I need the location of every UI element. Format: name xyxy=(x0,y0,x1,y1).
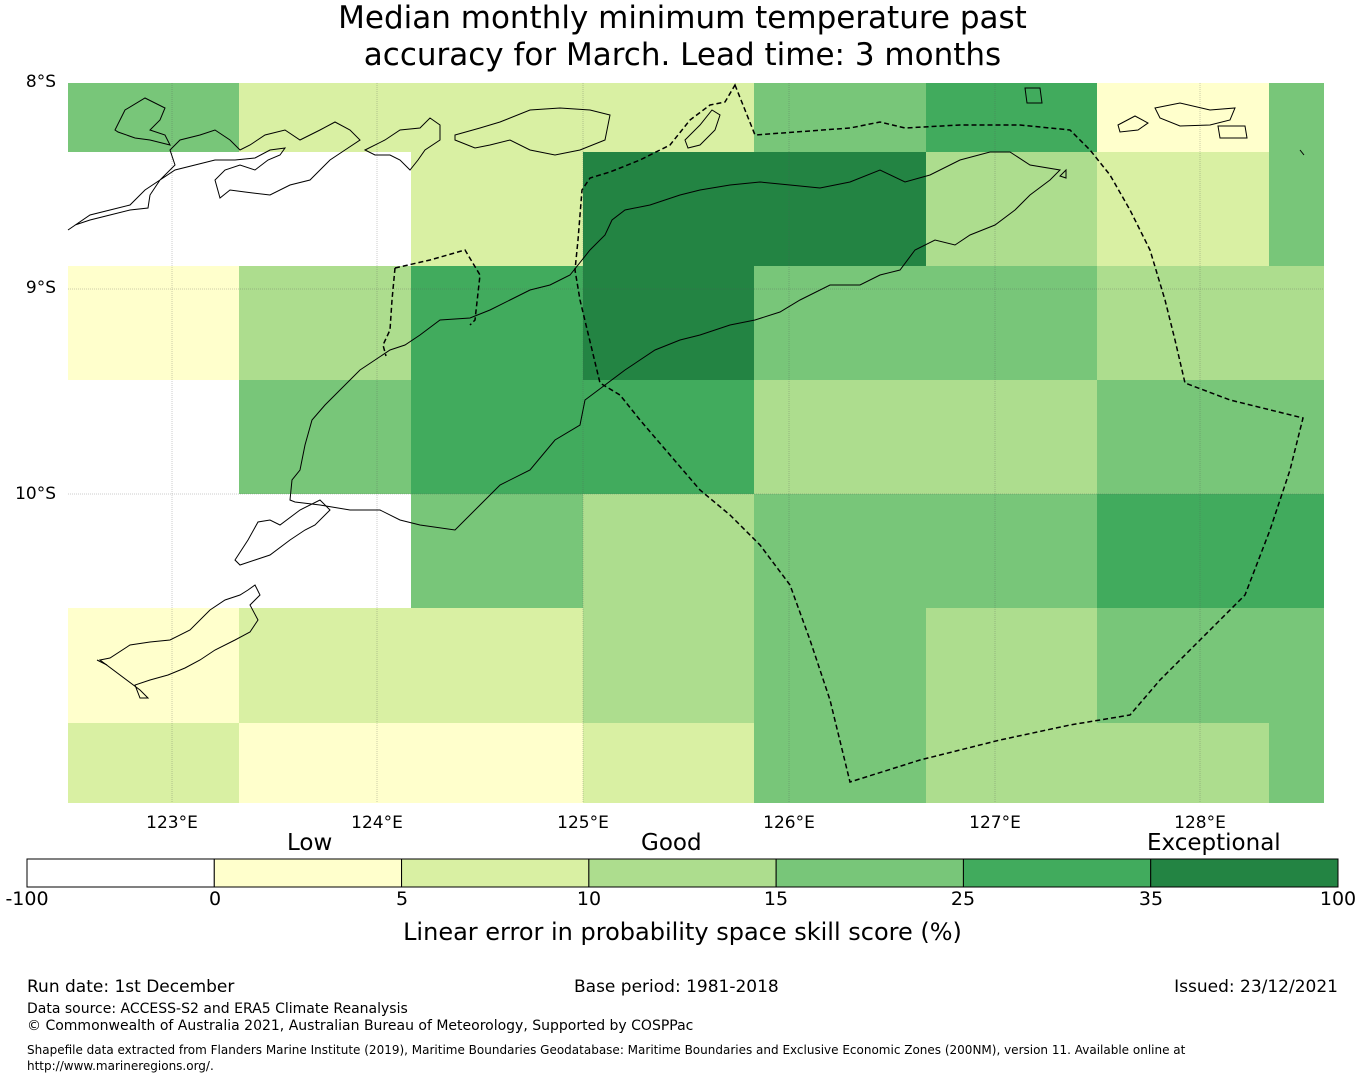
grid-cell xyxy=(754,380,926,494)
grid-cell xyxy=(411,152,583,266)
grid-cell xyxy=(1269,83,1324,152)
lat-label-9s: 9°S xyxy=(25,278,56,298)
legend-category-low: Low xyxy=(287,830,333,856)
grid-cell xyxy=(68,380,239,494)
grid-cell xyxy=(1269,380,1324,494)
title-line-2: accuracy for March. Lead time: 3 months xyxy=(363,37,1002,73)
grid-cell xyxy=(1097,83,1269,152)
grid-cell xyxy=(68,266,239,380)
grid-cell xyxy=(926,494,1097,608)
grid-cell xyxy=(1097,723,1269,803)
grid-cell xyxy=(239,494,411,608)
grid-cell xyxy=(926,83,1097,152)
legend-category-exceptional: Exceptional xyxy=(1147,830,1281,856)
colorbar-bin xyxy=(775,858,964,888)
lon-label-126e: 126°E xyxy=(763,813,815,833)
grid-cell xyxy=(754,608,926,723)
grid-cell xyxy=(411,266,583,380)
grid-cell xyxy=(926,152,1097,266)
lon-label-124e: 124°E xyxy=(351,813,403,833)
grid-cell xyxy=(411,380,583,494)
grid-cell xyxy=(68,83,239,152)
colorbar-tick: 35 xyxy=(1138,888,1164,910)
grid-cell xyxy=(926,608,1097,723)
lon-label-127e: 127°E xyxy=(969,813,1021,833)
grid-cell xyxy=(1097,152,1269,266)
grid-cell xyxy=(68,494,239,608)
grid-cell xyxy=(754,266,926,380)
grid-cell xyxy=(239,380,411,494)
colorbar-bin xyxy=(213,858,403,888)
grid-cell xyxy=(754,494,926,608)
colorbar-bin xyxy=(401,858,590,888)
colorbar-tick: 0 xyxy=(208,888,222,910)
base-period: Base period: 1981-2018 xyxy=(574,977,779,997)
colorbar-tick: 5 xyxy=(395,888,409,910)
grid-cell xyxy=(411,608,583,723)
grid-cell xyxy=(1097,380,1269,494)
grid-cell xyxy=(1097,266,1269,380)
grid-cell xyxy=(411,723,583,803)
grid-cell xyxy=(926,266,1097,380)
grid-cell xyxy=(583,380,754,494)
lon-label-123e: 123°E xyxy=(146,813,198,833)
grid-cell xyxy=(239,723,411,803)
grid-cell xyxy=(68,608,239,723)
issued-date: Issued: 23/12/2021 xyxy=(1174,977,1338,997)
grid-cell xyxy=(754,152,926,266)
colorbar-bin xyxy=(962,858,1152,888)
grid-cell xyxy=(1269,266,1324,380)
lon-label-125e: 125°E xyxy=(557,813,609,833)
title-line-1: Median monthly minimum temperature past xyxy=(338,0,1027,36)
graticule xyxy=(68,83,1324,803)
colorbar-tick: 15 xyxy=(763,888,789,910)
grid-cell xyxy=(411,494,583,608)
colorbar-tick: -100 xyxy=(5,888,49,910)
coastline xyxy=(67,87,1305,699)
grid-cell xyxy=(583,494,754,608)
run-date: Run date: 1st December xyxy=(27,977,235,997)
grid-cell xyxy=(583,83,754,152)
grid-cell xyxy=(583,723,754,803)
colorbar-bin xyxy=(1150,858,1339,888)
grid-cell xyxy=(926,723,1097,803)
grid-cell xyxy=(239,266,411,380)
colorbar xyxy=(26,858,1339,888)
chart-title: Median monthly minimum temperature past … xyxy=(0,0,1365,74)
grid-cell xyxy=(1097,494,1269,608)
grid-cell xyxy=(926,380,1097,494)
grid-cell xyxy=(239,152,411,266)
colorbar-tick: 100 xyxy=(1319,888,1357,910)
lon-label-128e: 128°E xyxy=(1174,813,1226,833)
grid-cell xyxy=(1097,608,1269,723)
copyright: © Commonwealth of Australia 2021, Austra… xyxy=(27,1018,694,1034)
data-source: Data source: ACCESS-S2 and ERA5 Climate … xyxy=(27,1001,408,1017)
grid-cell xyxy=(68,723,239,803)
grid-cell xyxy=(239,608,411,723)
colorbar-tick: 25 xyxy=(950,888,976,910)
colorbar-tick: 10 xyxy=(576,888,602,910)
grid-cell xyxy=(1269,152,1324,266)
skill-grid xyxy=(68,83,1324,803)
colorbar-bin xyxy=(588,858,777,888)
colorbar-bin xyxy=(26,858,215,888)
legend-category-good: Good xyxy=(641,830,702,856)
lat-label-10s: 10°S xyxy=(15,484,56,504)
colorbar-label: Linear error in probability space skill … xyxy=(403,918,962,946)
grid-cell xyxy=(583,266,754,380)
grid-cell xyxy=(68,152,239,266)
shapefile-credit: Shapefile data extracted from Flanders M… xyxy=(27,1043,1186,1073)
grid-cell xyxy=(1269,723,1324,803)
grid-cell xyxy=(1269,608,1324,723)
grid-cell xyxy=(583,152,754,266)
eez-boundary xyxy=(382,83,1304,783)
grid-cell xyxy=(1269,494,1324,608)
grid-cell xyxy=(239,83,411,152)
lat-label-8s: 8°S xyxy=(25,72,56,92)
grid-cell xyxy=(754,723,926,803)
grid-cell xyxy=(583,608,754,723)
grid-cell xyxy=(754,83,926,152)
